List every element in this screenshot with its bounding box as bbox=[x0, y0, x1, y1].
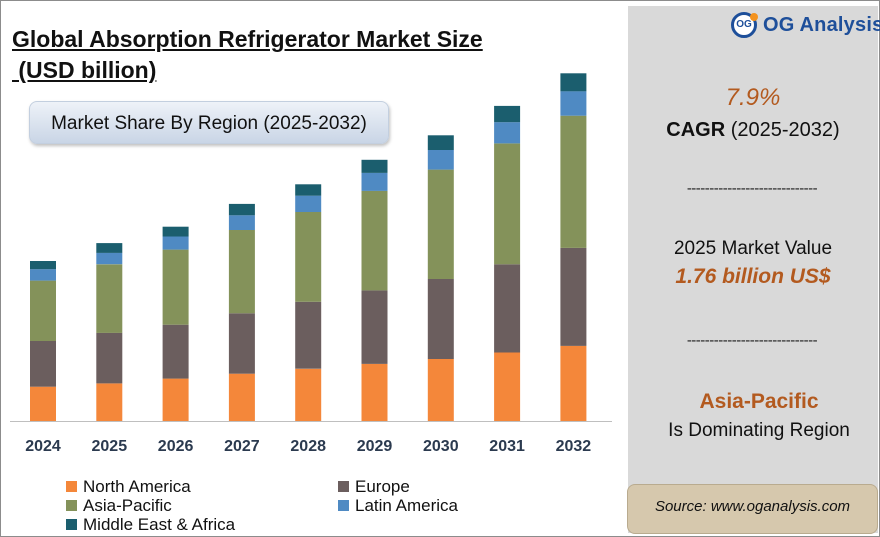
bar-segment-north-america-2028 bbox=[295, 368, 322, 421]
source-citation: Source: www.oganalysis.com bbox=[627, 484, 878, 534]
x-tick-label: 2024 bbox=[25, 438, 61, 455]
bar-segment-latin-america-2025 bbox=[96, 252, 123, 265]
legend-swatch-middle-east-africa bbox=[66, 519, 77, 530]
market-value-label: 2025 Market Value bbox=[673, 238, 833, 259]
bar-segment-north-america-2031 bbox=[494, 352, 521, 421]
bar-segment-middle-east-africa-2032 bbox=[560, 73, 587, 92]
x-tick-label: 2025 bbox=[92, 438, 128, 455]
bar-segment-asia-pacific-2024 bbox=[30, 280, 56, 341]
bar-segment-asia-pacific-2030 bbox=[427, 169, 454, 279]
legend-swatch-north-america bbox=[66, 481, 77, 492]
legend-item-middle-east-africa: Middle East & Africa bbox=[66, 515, 235, 535]
legend-label-europe: Europe bbox=[355, 477, 410, 496]
legend-label-latin-america: Latin America bbox=[355, 496, 458, 515]
bar-segment-middle-east-africa-2029 bbox=[361, 159, 388, 173]
bar-segment-europe-2031 bbox=[494, 264, 521, 353]
bar-segment-middle-east-africa-2030 bbox=[427, 135, 454, 150]
cagr-label-bold: CAGR bbox=[666, 119, 726, 141]
logo-text: OG Analysis bbox=[763, 14, 880, 36]
og-logo-icon: OG bbox=[731, 12, 758, 38]
legend-label-asia-pacific: Asia-Pacific bbox=[83, 496, 172, 515]
legend-label-north-america: North America bbox=[83, 477, 191, 496]
bar-segment-europe-2027 bbox=[228, 313, 255, 374]
chart-title-line2: (USD billion) bbox=[12, 57, 157, 83]
legend-swatch-latin-america bbox=[338, 500, 349, 511]
bar-segment-north-america-2032 bbox=[560, 345, 587, 421]
chart-title-line1: Global Absorption Refrigerator Market Si… bbox=[12, 26, 483, 52]
x-tick-label: 2028 bbox=[290, 438, 326, 455]
bar-segment-europe-2025 bbox=[96, 332, 123, 384]
legend-item-asia-pacific: Asia-Pacific bbox=[66, 496, 172, 516]
bar-segment-north-america-2030 bbox=[427, 359, 454, 421]
bar-segment-asia-pacific-2029 bbox=[361, 190, 388, 291]
bar-segment-latin-america-2028 bbox=[295, 195, 322, 212]
x-tick-label: 2029 bbox=[357, 438, 393, 455]
bar-segment-latin-america-2030 bbox=[427, 150, 454, 170]
chart-subtitle: Market Share By Region (2025-2032) bbox=[29, 101, 389, 144]
cagr-label: CAGR (2025-2032) bbox=[628, 119, 878, 142]
x-tick-label: 2031 bbox=[489, 438, 525, 455]
sidebar-divider-1: ----------------------------- bbox=[686, 180, 818, 197]
bar-segment-latin-america-2032 bbox=[560, 91, 587, 116]
chart-legend: North America Europe Asia-Pacific Latin … bbox=[66, 475, 626, 537]
cagr-period: (2025-2032) bbox=[725, 119, 840, 141]
bar-segment-asia-pacific-2027 bbox=[228, 230, 255, 314]
bar-segment-latin-america-2027 bbox=[228, 215, 255, 230]
bar-segment-latin-america-2024 bbox=[30, 269, 56, 281]
chart-title: Global Absorption Refrigerator Market Si… bbox=[12, 24, 572, 86]
legend-item-north-america: North America bbox=[66, 477, 191, 497]
bar-segment-asia-pacific-2026 bbox=[162, 249, 189, 325]
bar-segment-europe-2026 bbox=[162, 324, 189, 379]
bar-segment-north-america-2024 bbox=[30, 386, 56, 421]
bar-segment-latin-america-2031 bbox=[494, 122, 521, 144]
cagr-value: 7.9% bbox=[725, 84, 781, 111]
legend-item-latin-america: Latin America bbox=[338, 496, 458, 516]
bar-segment-latin-america-2029 bbox=[361, 172, 388, 191]
x-tick-label: 2030 bbox=[423, 438, 459, 455]
x-tick-label: 2032 bbox=[556, 438, 592, 455]
bar-segment-europe-2032 bbox=[560, 247, 587, 346]
dominating-region-label: Is Dominating Region bbox=[668, 420, 850, 441]
bar-segment-middle-east-africa-2024 bbox=[30, 261, 56, 270]
bar-segment-middle-east-africa-2027 bbox=[228, 203, 255, 216]
bar-segment-asia-pacific-2032 bbox=[560, 115, 587, 248]
bar-segment-middle-east-africa-2025 bbox=[96, 243, 123, 253]
bar-segment-middle-east-africa-2028 bbox=[295, 184, 322, 196]
legend-label-middle-east-africa: Middle East & Africa bbox=[83, 515, 236, 534]
legend-swatch-europe bbox=[338, 481, 349, 492]
bar-segment-middle-east-africa-2031 bbox=[494, 105, 521, 123]
bar-segment-north-america-2027 bbox=[228, 373, 255, 421]
market-value: 1.76 billion US$ bbox=[675, 265, 831, 288]
legend-swatch-asia-pacific bbox=[66, 500, 77, 511]
bar-segment-north-america-2029 bbox=[361, 363, 388, 421]
og-analysis-logo: OG OG Analysis bbox=[731, 10, 880, 44]
stacked-bar-chart: 2024 2025 2026 2027 2028 2029 2030 2031 2032 bbox=[10, 73, 612, 455]
bar-segment-asia-pacific-2025 bbox=[96, 264, 123, 333]
dominating-region: Asia-Pacific bbox=[699, 390, 819, 413]
bar-segment-latin-america-2026 bbox=[162, 236, 189, 250]
legend-item-europe: Europe bbox=[338, 477, 410, 497]
bar-segment-asia-pacific-2028 bbox=[295, 212, 322, 302]
bar-segment-north-america-2026 bbox=[162, 378, 189, 421]
summary-sidebar bbox=[628, 6, 878, 533]
bar-segment-europe-2030 bbox=[427, 279, 454, 359]
sidebar-divider-2: ----------------------------- bbox=[686, 332, 818, 349]
bar-segment-north-america-2025 bbox=[96, 383, 123, 421]
bar-segment-europe-2028 bbox=[295, 301, 322, 369]
x-tick-label: 2026 bbox=[158, 438, 194, 455]
bar-segment-asia-pacific-2031 bbox=[494, 143, 521, 265]
bar-segment-europe-2024 bbox=[30, 341, 56, 387]
bar-segment-europe-2029 bbox=[361, 290, 388, 364]
bar-segment-middle-east-africa-2026 bbox=[162, 226, 189, 237]
x-tick-label: 2027 bbox=[224, 438, 260, 455]
